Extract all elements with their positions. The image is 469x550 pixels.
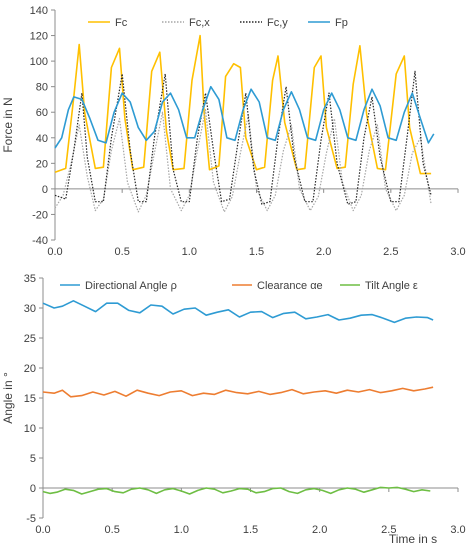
x-tick-label: 2.5 — [381, 524, 396, 536]
y-tick-label: 40 — [36, 133, 48, 145]
x-axis-label: Time in s — [389, 532, 437, 546]
legend-label-2: Tilt Angle ε — [365, 280, 418, 292]
y-tick-label: -40 — [32, 235, 48, 247]
series-line-2 — [54, 70, 432, 205]
y-tick-label: 25 — [24, 333, 36, 345]
x-tick-label: 0.5 — [115, 246, 130, 258]
series-line-0 — [54, 34, 432, 175]
y-tick-label: 5 — [30, 453, 36, 465]
x-tick-label: 0.0 — [47, 246, 62, 258]
series-line-2 — [42, 486, 431, 495]
x-tick-label: 0.5 — [105, 524, 120, 536]
series-line-3 — [54, 85, 435, 149]
x-tick-label: 3.0 — [450, 524, 465, 536]
x-tick-label: 0.0 — [35, 524, 50, 536]
y-tick-label: 140 — [30, 5, 48, 17]
legend-label-2: Fc,y — [267, 17, 288, 29]
y-tick-label: 120 — [30, 31, 48, 43]
legend-label-1: Fc,x — [189, 17, 210, 29]
legend-label-0: Directional Angle ρ — [85, 280, 177, 292]
y-tick-label: 20 — [24, 363, 36, 375]
x-tick-label: 1.5 — [249, 246, 264, 258]
x-tick-label: 2.5 — [383, 246, 398, 258]
y-tick-label: 0 — [42, 184, 48, 196]
y-axis-label: Angle in ° — [1, 372, 15, 424]
legend-label-0: Fc — [115, 17, 128, 29]
y-tick-label: 20 — [36, 158, 48, 170]
legend-label-3: Fp — [335, 17, 348, 29]
y-tick-label: 80 — [36, 82, 48, 94]
y-tick-label: -5 — [26, 513, 36, 525]
angle-chart: -5 0 5 10 15 20 25 30 35 0.0 0.5 1.0 1.5 2.0 2.5 3.0 Ang… — [1, 273, 466, 546]
y-axis-label: Force in N — [1, 97, 15, 152]
y-tick-label: 0 — [30, 483, 36, 495]
series-line-0 — [42, 300, 434, 324]
y-tick-label: 15 — [24, 393, 36, 405]
series-line-1 — [42, 386, 434, 398]
series-line-1 — [54, 109, 432, 213]
x-tick-label: 3.0 — [450, 246, 465, 258]
x-tick-label: 2.0 — [312, 524, 327, 536]
y-tick-label: 100 — [30, 56, 48, 68]
force-chart: -40 -20 0 20 40 60 80 100 120 140 0.0 0.5 1.0 1.5 2.0 2… — [1, 5, 466, 258]
x-tick-label: 1.0 — [174, 524, 189, 536]
x-tick-label: 1.0 — [182, 246, 197, 258]
x-tick-label: 2.0 — [316, 246, 331, 258]
y-tick-label: 35 — [24, 273, 36, 285]
y-tick-label: 10 — [24, 423, 36, 435]
y-tick-label: 60 — [36, 107, 48, 119]
y-tick-label: -20 — [32, 209, 48, 221]
x-tick-label: 1.5 — [243, 524, 258, 536]
legend-label-1: Clearance αe — [257, 280, 323, 292]
y-tick-label: 30 — [24, 303, 36, 315]
